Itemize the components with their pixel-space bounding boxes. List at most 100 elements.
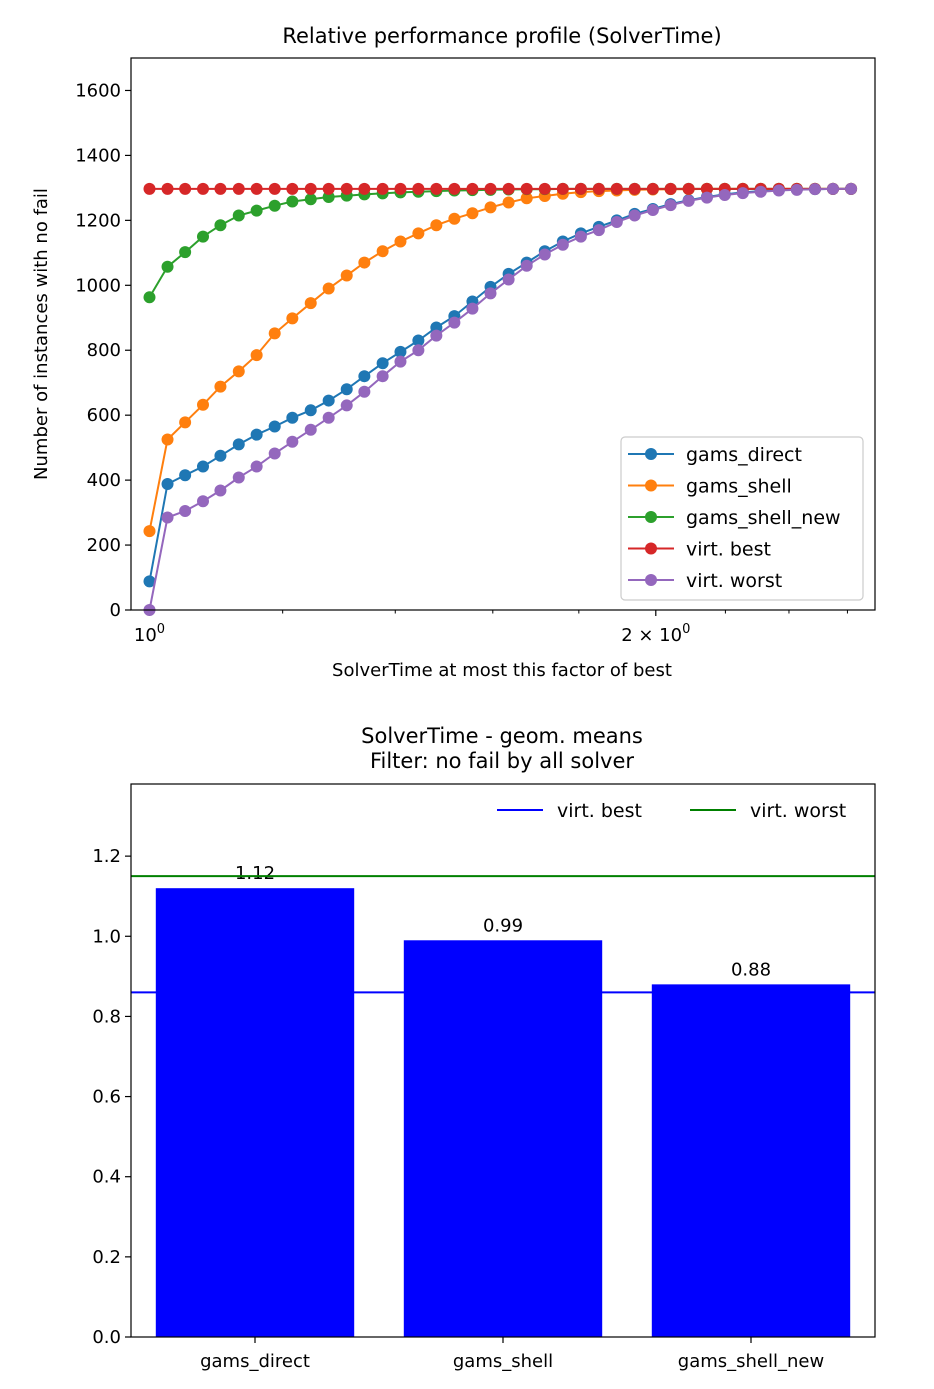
data-point-virt_worst <box>394 355 407 368</box>
data-point-gams_direct <box>179 469 192 482</box>
data-point-virt_best <box>340 182 353 195</box>
data-point-gams_shell_new <box>250 204 263 217</box>
legend-marker-virt_worst <box>645 574 657 586</box>
data-point-virt_worst <box>538 248 551 261</box>
data-point-gams_shell <box>161 433 174 446</box>
data-point-virt_worst <box>736 187 749 200</box>
geomean-legend-label-ref_worst: virt. worst <box>750 800 846 822</box>
data-point-gams_shell <box>232 365 245 378</box>
category-label: gams_shell <box>453 1351 553 1372</box>
data-point-gams_shell_new <box>304 193 317 206</box>
data-point-virt_best <box>322 182 335 195</box>
data-point-virt_worst <box>466 302 479 315</box>
data-point-gams_direct <box>340 383 353 396</box>
bar-value-label: 0.88 <box>731 959 771 980</box>
profile-ylabel: Number of instances with no fail <box>31 188 52 480</box>
geomean-chart: SolverTime - geom. means Filter: no fail… <box>92 724 876 1372</box>
geomean-bars: 1.12 gams_direct 0.99 gams_shell 0.88 gams_sh… <box>155 863 851 1372</box>
data-point-gams_direct <box>394 345 407 358</box>
data-point-gams_shell <box>268 327 281 340</box>
profile-title: Relative performance profile (SolverTime… <box>282 24 721 48</box>
data-point-virt_best <box>196 182 209 195</box>
data-point-gams_shell <box>358 256 371 269</box>
data-point-virt_best <box>448 182 461 195</box>
data-point-gams_shell_new <box>286 195 299 208</box>
geomean-legend-label-ref_best: virt. best <box>557 800 642 822</box>
data-point-virt_best <box>628 182 641 195</box>
data-point-gams_direct <box>304 404 317 417</box>
data-point-gams_shell_new <box>214 219 227 232</box>
data-point-gams_shell <box>430 219 443 232</box>
data-point-gams_shell_new <box>143 291 156 304</box>
data-point-virt_best <box>556 182 569 195</box>
geomean-subtitle: Filter: no fail by all solver <box>370 749 634 773</box>
profile-ticks: 0 200 400 600 800 1000 1200 1400 1600 100 2 × 100 <box>75 80 848 646</box>
data-point-virt_worst <box>358 385 371 398</box>
series-line-virt_worst <box>148 187 852 611</box>
data-point-virt_worst <box>646 203 659 216</box>
data-point-virt_worst <box>592 224 605 237</box>
bar-gams_direct <box>155 888 355 1337</box>
data-point-virt_worst <box>718 189 731 202</box>
data-point-virt_best <box>484 182 497 195</box>
data-point-gams_direct <box>358 370 371 383</box>
geomean-ytick-label: 0.0 <box>92 1327 121 1348</box>
data-point-virt_best <box>430 182 443 195</box>
profile-xtick-label: 2 × 100 <box>621 622 690 646</box>
geomean-ytick-label: 1.0 <box>92 926 121 947</box>
data-point-virt_worst <box>214 484 227 497</box>
data-point-gams_direct <box>376 357 389 370</box>
data-point-gams_shell_new <box>161 260 174 273</box>
data-point-virt_worst <box>556 238 569 251</box>
profile-series <box>143 182 858 616</box>
profile-legend-box <box>620 436 864 601</box>
data-point-gams_shell <box>143 525 156 538</box>
data-point-virt_worst <box>682 194 695 207</box>
data-point-virt_worst <box>845 182 858 195</box>
data-point-virt_best <box>304 182 317 195</box>
data-point-virt_worst <box>376 370 389 383</box>
data-point-virt_worst <box>430 329 443 342</box>
data-point-virt_best <box>376 182 389 195</box>
legend-label-virt_worst: virt. worst <box>686 570 782 592</box>
data-point-virt_worst <box>610 215 623 228</box>
data-point-gams_shell <box>250 349 263 362</box>
geomean-reference-lines <box>131 875 875 994</box>
geomean-ytick-label: 0.4 <box>92 1167 121 1188</box>
bar-gams_shell <box>403 940 603 1337</box>
profile-ytick-label: 400 <box>87 470 121 491</box>
geomean-ticks: 0.0 0.2 0.4 0.6 0.8 1.0 1.2 <box>92 846 131 1348</box>
data-point-virt_best <box>538 182 551 195</box>
profile-ytick-label: 1600 <box>75 80 121 101</box>
data-point-virt_worst <box>808 183 821 196</box>
legend-label-virt_best: virt. best <box>686 539 771 561</box>
data-point-virt_best <box>268 182 281 195</box>
data-point-virt_worst <box>502 273 515 286</box>
legend-label-gams_shell_new: gams_shell_new <box>686 507 841 529</box>
data-point-gams_direct <box>250 428 263 441</box>
data-point-gams_shell <box>502 196 515 209</box>
data-point-virt_best <box>232 182 245 195</box>
data-point-gams_shell_new <box>179 246 192 259</box>
data-point-virt_best <box>646 182 659 195</box>
data-point-gams_shell <box>179 416 192 429</box>
data-point-virt_best <box>161 182 174 195</box>
profile-axes-frame <box>130 57 876 611</box>
data-point-gams_shell <box>466 207 479 220</box>
data-point-virt_worst <box>664 199 677 212</box>
data-point-virt_worst <box>196 495 209 508</box>
profile-legend: gams_direct gams_shell gams_shell_new virt.… <box>620 436 864 601</box>
bar-value-label: 1.12 <box>235 863 275 884</box>
profile-ytick-label: 1200 <box>75 210 121 231</box>
geomean-legend: virt. best virt. worst <box>497 800 846 822</box>
data-point-virt_best <box>502 182 515 195</box>
data-point-gams_direct <box>322 394 335 407</box>
data-point-gams_shell <box>394 235 407 248</box>
profile-xtick-label: 100 <box>134 622 165 646</box>
data-point-virt_best <box>574 182 587 195</box>
data-point-gams_shell <box>214 380 227 393</box>
data-point-virt_best <box>358 182 371 195</box>
data-point-gams_shell <box>376 245 389 258</box>
geomean-ytick-label: 0.8 <box>92 1006 121 1027</box>
data-point-virt_worst <box>628 209 641 222</box>
